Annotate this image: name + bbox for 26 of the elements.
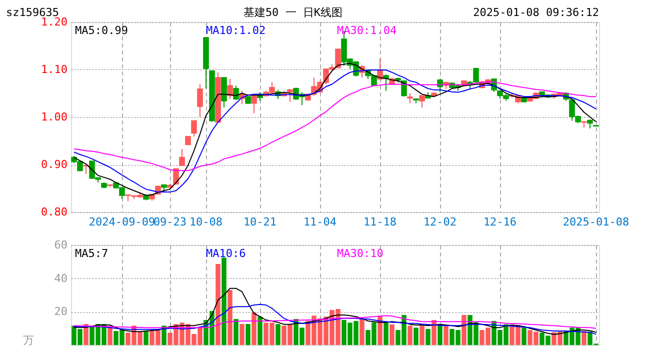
y-tick-label: 0.90 (41, 158, 68, 171)
y-tick-label: 0.80 (41, 206, 68, 218)
x-tick-label: 12-02 (423, 216, 457, 228)
text: MA10:6 (206, 247, 246, 260)
chart-title: 基建50 一 日K线图 (243, 6, 343, 19)
x-tick-label: 12-16 (483, 216, 517, 228)
x-tick-label: 09-23 (153, 216, 187, 228)
text: MA5:0.99 (75, 24, 128, 37)
x-tick-label: 11-04 (303, 216, 337, 228)
text: MA30:10 (337, 247, 384, 260)
text: MA10:1.02 (206, 24, 266, 37)
y-tick-label: 1.20 (41, 16, 68, 28)
x-tick-label: 10-08 (189, 216, 223, 228)
y-tick-label: 1.00 (41, 110, 68, 124)
x-tick-label: 10-21 (243, 216, 277, 228)
y-tick-label: 1.10 (41, 63, 68, 76)
text: MA30:1.04 (337, 24, 397, 37)
x-tick-label: 11-18 (363, 216, 397, 228)
x-tick-label: 2024-09-09 (88, 216, 156, 228)
x-tick-label: 2025-01-08 (562, 216, 630, 228)
y-axis-title: 万 (23, 334, 34, 347)
y-tick-label: 40 (54, 272, 68, 285)
text: 2025-01-08 09:36:12 (473, 6, 599, 19)
y-tick-label: 60 (54, 238, 68, 252)
y-tick-label: 20 (54, 305, 68, 318)
text: MA5:7 (75, 247, 108, 260)
